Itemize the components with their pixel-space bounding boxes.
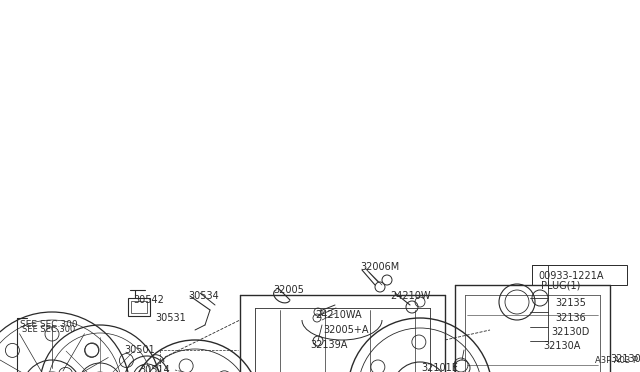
Text: 30534: 30534: [188, 291, 219, 301]
Text: 32135: 32135: [555, 298, 586, 308]
Text: 32006M: 32006M: [360, 262, 399, 272]
Text: 32005: 32005: [273, 285, 304, 295]
Text: 30501: 30501: [124, 345, 155, 355]
Text: SEE SEC.300: SEE SEC.300: [20, 320, 77, 329]
Text: 32130: 32130: [610, 354, 640, 364]
Text: 30542: 30542: [133, 295, 164, 305]
Text: 32101E: 32101E: [421, 363, 458, 372]
Text: SEE SEC.300: SEE SEC.300: [22, 325, 76, 334]
Text: 30531: 30531: [155, 313, 186, 323]
Text: 30514: 30514: [139, 365, 170, 372]
Text: 24210WA: 24210WA: [315, 310, 362, 320]
Text: 32139A: 32139A: [310, 340, 348, 350]
Text: PLUG(1): PLUG(1): [541, 281, 580, 291]
Bar: [128, 298, 150, 316]
Text: 32136: 32136: [555, 313, 586, 323]
Text: 24210W: 24210W: [390, 291, 431, 301]
Text: 32130D: 32130D: [551, 327, 589, 337]
Text: 32130A: 32130A: [543, 341, 580, 351]
Text: A3P A03 P: A3P A03 P: [595, 356, 638, 365]
Text: 00933-1221A: 00933-1221A: [538, 271, 604, 281]
Bar: [532, 265, 627, 285]
Text: 32005+A: 32005+A: [323, 325, 369, 335]
Bar: [131, 301, 147, 313]
